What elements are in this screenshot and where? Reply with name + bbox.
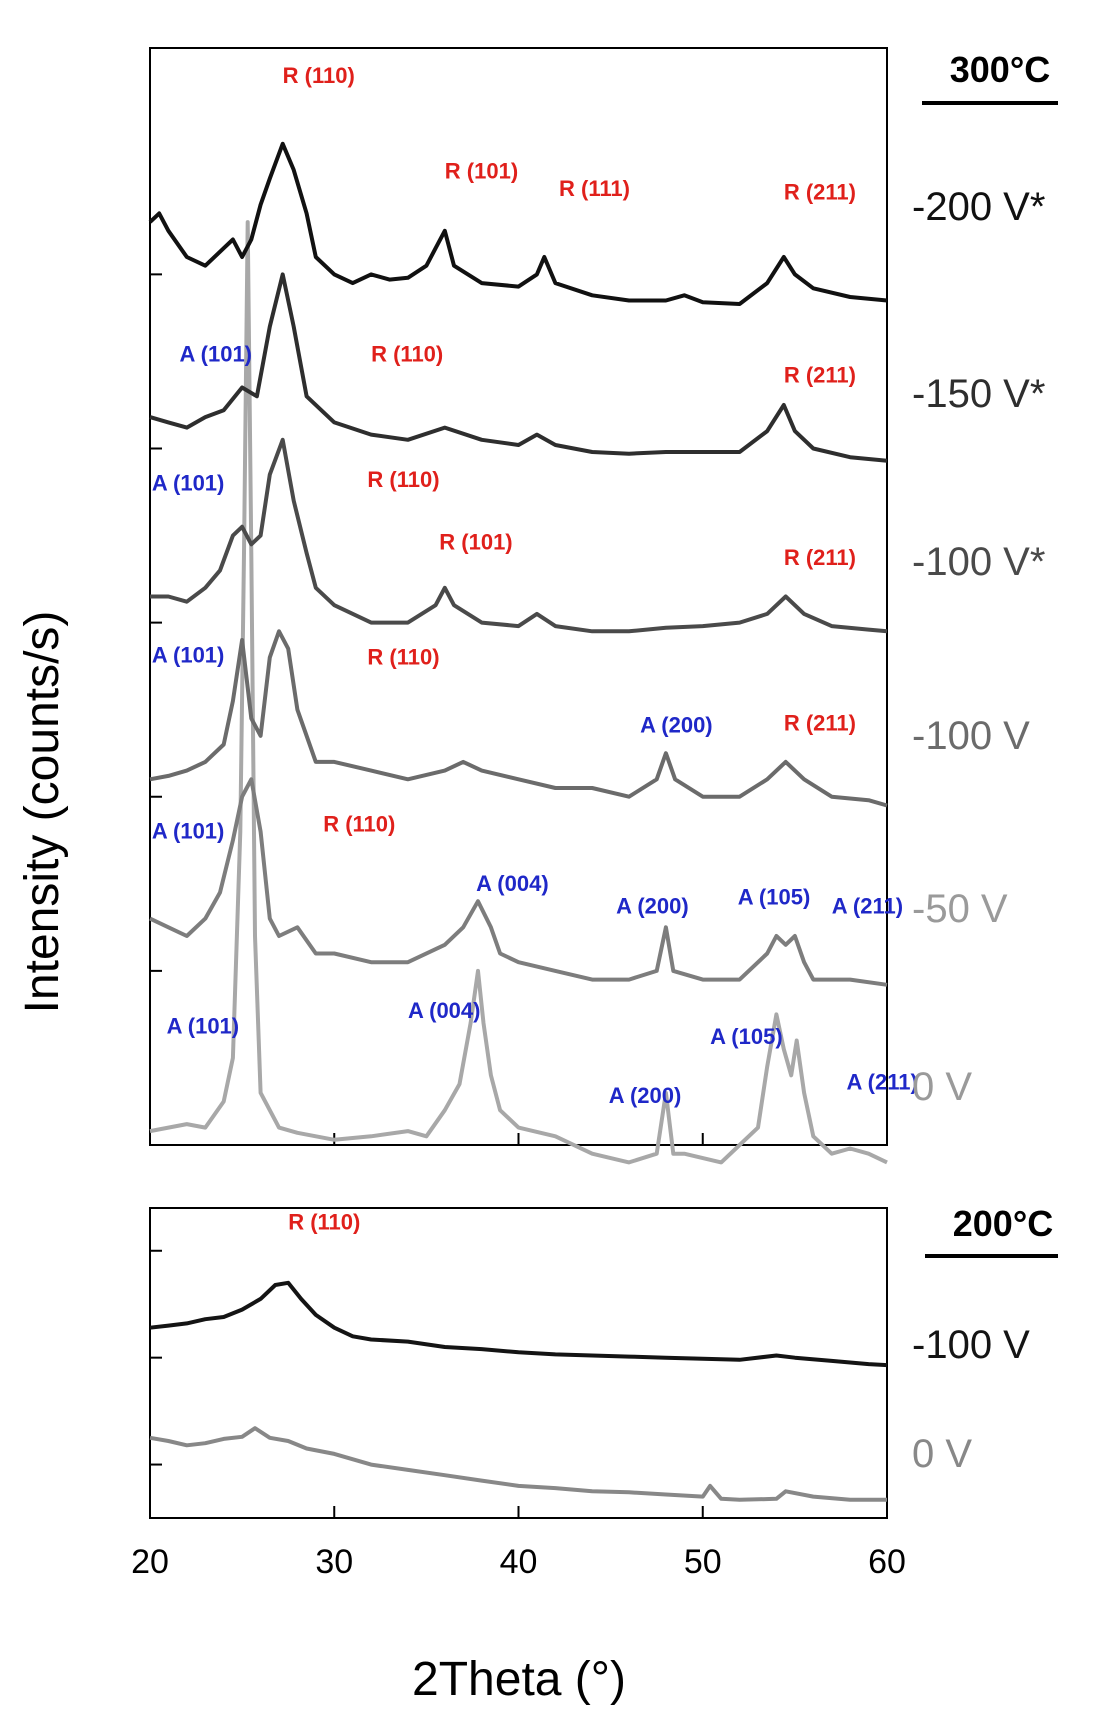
- bottom-series-label-minus100v: -100 V: [912, 1323, 1030, 1367]
- top-peak-label-12: R (110): [367, 644, 439, 669]
- top-peak-label-19: A (105): [738, 885, 811, 910]
- top-peak-label-21: A (101): [167, 1014, 240, 1039]
- top-peak-label-23: A (200): [609, 1083, 682, 1108]
- top-peak-label-15: A (101): [152, 819, 225, 844]
- bottom-x-ticks: [149, 1506, 888, 1518]
- bottom-series-line-0-v: [149, 1426, 887, 1502]
- bottom-plot-frame: [149, 1207, 888, 1519]
- top-peak-label-13: A (200): [640, 712, 713, 737]
- y-axis-label: Intensity (counts/s): [16, 611, 69, 1014]
- top-peak-label-24: A (105): [710, 1024, 783, 1049]
- top-plot-lines: [148, 141, 888, 1165]
- top-y-ticks: [150, 273, 162, 1146]
- x-tick-label-60: 60: [868, 1543, 906, 1581]
- top-peak-label-5: R (110): [371, 341, 443, 366]
- top-peak-label-3: R (211): [784, 179, 856, 204]
- top-peak-label-14: R (211): [784, 711, 856, 736]
- top-peak-label-0: R (110): [283, 63, 355, 88]
- top-peak-annotations: R (110) R (101) R (111) R (211) A (101) R (11…: [152, 63, 918, 1108]
- series-label-minus100v-star: -100 V*: [912, 540, 1045, 584]
- bottom-peak-annotations: R (110): [288, 1209, 360, 1234]
- top-series-labels: -200 V* -150 V* -100 V* -100 V -50 V 0 V: [912, 185, 1045, 1109]
- top-peak-label-1: R (101): [445, 159, 518, 184]
- top-series-line-0-v: [149, 220, 888, 1165]
- x-tick-label-50: 50: [684, 1543, 722, 1581]
- series-label-0v: 0 V: [912, 1065, 972, 1109]
- top-peak-label-18: A (200): [616, 893, 689, 918]
- top-x-ticks: [149, 1133, 888, 1145]
- top-series-line-minus-50-v: [149, 777, 888, 987]
- top-series-line-minus-150-vminus-star: [149, 272, 888, 463]
- x-tick-label-20: 20: [131, 1543, 169, 1581]
- top-peak-label-17: A (004): [476, 871, 549, 896]
- top-peak-label-9: R (101): [439, 529, 512, 554]
- top-peak-label-4: A (101): [179, 341, 252, 366]
- series-label-minus50v: -50 V: [912, 887, 1008, 931]
- top-peak-label-25: A (211): [846, 1069, 917, 1094]
- bottom-plot-lines: [149, 1280, 888, 1502]
- bottom-peak-label-0: R (110): [288, 1209, 360, 1234]
- series-label-minus100v: -100 V: [912, 714, 1030, 758]
- top-temperature-label: 300°C: [950, 49, 1050, 90]
- top-series-line-minus-100-vminus-star: [150, 437, 888, 634]
- top-peak-label-7: A (101): [152, 470, 225, 495]
- bottom-series-line-minus-100-v: [149, 1280, 888, 1368]
- top-peak-label-22: A (004): [408, 998, 481, 1023]
- series-label-minus200v-star: -200 V*: [912, 185, 1045, 229]
- bottom-y-ticks: [150, 1249, 162, 1466]
- top-peak-label-6: R (211): [784, 362, 856, 387]
- top-peak-label-11: A (101): [152, 643, 225, 668]
- top-peak-label-8: R (110): [367, 467, 439, 492]
- bottom-panel-200c: R (110) 200°C -100 V 0 V: [149, 1203, 1058, 1519]
- top-series-line-minus-200-vminus-star: [148, 141, 888, 306]
- bottom-series-labels: -100 V 0 V: [912, 1323, 1030, 1476]
- top-peak-label-16: R (110): [323, 812, 395, 837]
- top-panel-300c: R (110) R (101) R (111) R (211) A (101) R (11…: [148, 47, 1058, 1165]
- x-axis-label: 2Theta (°): [412, 1653, 626, 1706]
- series-label-minus150v-star: -150 V*: [912, 372, 1045, 416]
- bottom-series-label-0v: 0 V: [912, 1432, 972, 1476]
- top-series-line-minus-100-v: [149, 629, 888, 808]
- top-peak-label-2: R (111): [559, 176, 630, 201]
- top-peak-label-20: A (211): [832, 893, 903, 918]
- x-tick-label-30: 30: [315, 1543, 353, 1581]
- x-tick-label-40: 40: [500, 1543, 538, 1581]
- top-peak-label-10: R (211): [784, 545, 856, 570]
- bottom-temperature-label: 200°C: [953, 1203, 1053, 1244]
- x-tick-labels: 20 30 40 50 60: [131, 1543, 906, 1581]
